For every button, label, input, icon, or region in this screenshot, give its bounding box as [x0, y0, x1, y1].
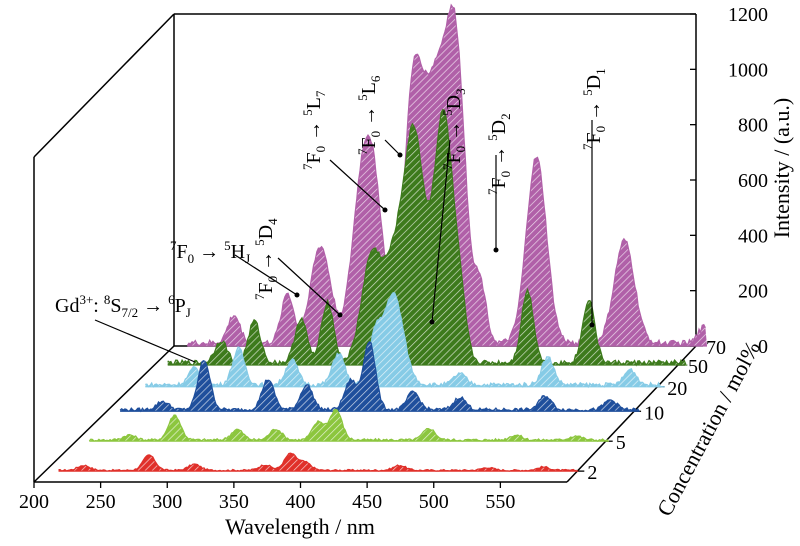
transition-text: 7F0 → 5L7 [300, 90, 328, 170]
z-tick-label: 2 [587, 462, 597, 484]
transition-label: 7F0 → 5L7 [300, 90, 388, 213]
y-tick-label: 600 [738, 170, 768, 192]
pointer-head [429, 319, 435, 325]
y-tick-label: 1000 [728, 59, 768, 81]
transition-label: 7F0 → 5HJ [170, 238, 300, 298]
x-tick-label: 550 [485, 491, 515, 513]
x-tick-label: 500 [419, 491, 449, 513]
left-floor-diagonal [33, 345, 175, 483]
pointer-line [329, 159, 386, 211]
series-line [119, 340, 639, 413]
series-line [167, 108, 687, 367]
z-tick-label: 70 [706, 337, 726, 359]
pointer-head [294, 292, 300, 298]
transition-text: 7F0 → 5D4 [252, 218, 280, 300]
pointer-line [277, 257, 341, 316]
x-tick-label: 300 [152, 491, 182, 513]
x-tick-label: 450 [352, 491, 382, 513]
transition-text: 7F0 → 5D2 [485, 113, 513, 195]
y-tick-label: 400 [738, 225, 768, 247]
pointer-line [94, 319, 196, 363]
transition-text: Gd3+: 8S7/2 → 6PJ [55, 292, 191, 320]
pointer-head [337, 312, 343, 318]
series-line [58, 452, 577, 472]
z-tick-label: 10 [644, 402, 664, 424]
transition-label: 7F0 → 5D4 [252, 218, 343, 318]
series-2-mol [58, 452, 579, 472]
transition-text: 7F0 → 5D3 [440, 88, 468, 170]
pointer-line [431, 139, 451, 323]
transition-label: 7F0 → 5L6 [355, 75, 403, 158]
series-10-mol [119, 340, 640, 413]
transition-label: 7F0 → 5D1 [580, 68, 608, 328]
transition-text: 7F0 → 5D1 [580, 68, 608, 150]
z-tick-label: 20 [667, 378, 687, 400]
x-axis-label: Wavelength / nm [225, 514, 375, 539]
y-tick-label: 200 [738, 281, 768, 303]
y-tick-label: 0 [758, 336, 768, 358]
concentration-axis [566, 345, 697, 483]
y-tick-label: 1200 [728, 4, 768, 26]
pointer-line [234, 254, 298, 296]
series-group [58, 3, 708, 472]
series-line [186, 3, 706, 348]
x-tick-label: 200 [19, 491, 49, 513]
series-20-mol [145, 292, 666, 389]
x-tick-label: 250 [86, 491, 116, 513]
y-tick-label: 800 [738, 115, 768, 137]
z-tick-label: 50 [688, 356, 708, 378]
pointer-head [397, 152, 403, 158]
z-tick-label: 5 [616, 432, 626, 454]
series-hatch [58, 453, 579, 472]
x-tick-label: 400 [286, 491, 316, 513]
transition-label: 7F0 → 5D3 [429, 88, 468, 325]
series-line [88, 408, 608, 442]
x-tick-label: 350 [219, 491, 249, 513]
transition-text: 7F0 → 5L6 [355, 75, 383, 155]
series-50-mol [167, 108, 688, 367]
pointer-head [493, 247, 499, 253]
left-top-diagonal [33, 13, 175, 158]
series-line [145, 292, 664, 389]
transition-label: 7F0 → 5D2 [485, 113, 513, 253]
series-5-mol [88, 408, 610, 442]
transition-text: 7F0 → 5HJ [170, 238, 250, 266]
pointer-head [382, 207, 388, 213]
series-hatch [167, 109, 688, 365]
pointer-head [589, 322, 595, 328]
series-area [58, 453, 579, 472]
pointer-line [384, 139, 401, 156]
y-axis-label: Intensity / (a.u.) [769, 98, 794, 239]
x-ticks: 200 250 300 350 400 450 500 550 [19, 482, 515, 513]
series-hatch [89, 409, 610, 442]
y-ticks: 0 200 400 600 800 1000 1200 [690, 4, 768, 358]
transition-label: Gd3+: 8S7/2 → 6PJ [55, 292, 196, 363]
